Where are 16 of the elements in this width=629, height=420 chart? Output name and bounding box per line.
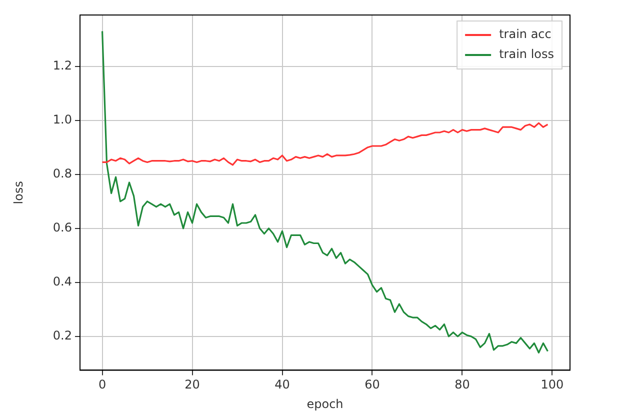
y-tick-label: 0.4 bbox=[52, 274, 72, 289]
x-tick-label: 80 bbox=[454, 378, 470, 392]
x-tick-label: 100 bbox=[540, 378, 564, 392]
y-tick-label: 1.2 bbox=[52, 58, 72, 72]
y-tick-label: 0.6 bbox=[52, 220, 72, 235]
y-tick-label: 0.8 bbox=[52, 166, 72, 180]
x-tick-label: 0 bbox=[98, 378, 106, 392]
legend-label: train acc bbox=[499, 27, 552, 42]
x-tick-label: 40 bbox=[274, 378, 290, 392]
y-axis-title: loss bbox=[11, 181, 26, 204]
y-tick-label: 0.2 bbox=[52, 328, 72, 343]
x-tick-label: 60 bbox=[364, 378, 380, 392]
legend-label: train loss bbox=[499, 47, 554, 62]
x-axis-title: epoch bbox=[306, 396, 344, 411]
x-tick-label: 20 bbox=[184, 378, 200, 392]
y-tick-label: 1.0 bbox=[52, 112, 72, 126]
